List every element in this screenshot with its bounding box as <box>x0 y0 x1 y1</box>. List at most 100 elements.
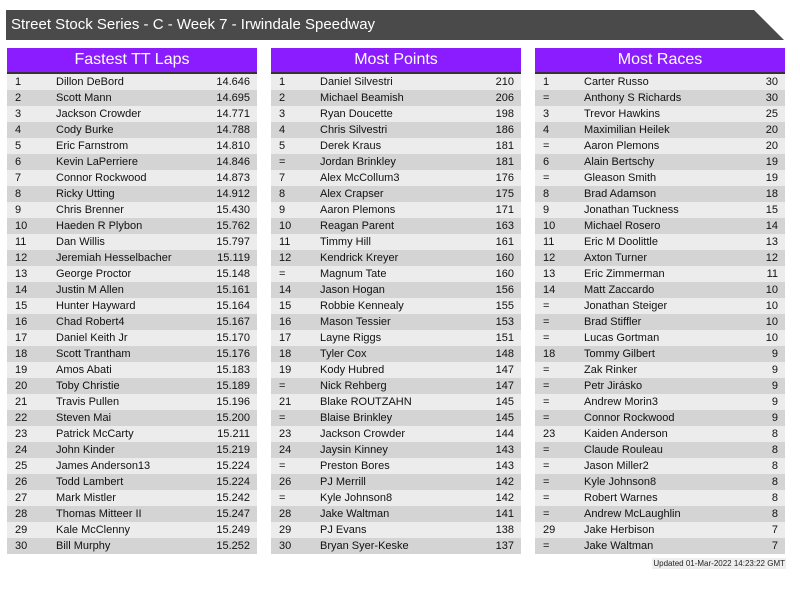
position: 26 <box>279 476 292 488</box>
value: 156 <box>495 284 514 296</box>
position: 12 <box>15 252 28 264</box>
position: 4 <box>15 124 22 136</box>
driver-name: Ryan Doucette <box>320 108 393 120</box>
driver-name: Dillon DeBord <box>56 76 124 88</box>
position: 13 <box>15 268 28 280</box>
table-row: 22 Steven Mai 15.200 <box>7 410 257 426</box>
table-row: = Aaron Plemons 20 <box>535 138 785 154</box>
value: 9 <box>771 364 778 376</box>
driver-name: Haeden R Plybon <box>56 220 143 232</box>
driver-name: Eric Zimmerman <box>584 268 665 280</box>
position: 23 <box>279 428 292 440</box>
position: 9 <box>543 204 550 216</box>
driver-name: Justin M Allen <box>56 284 124 296</box>
position: 12 <box>279 252 292 264</box>
position: 15 <box>279 300 292 312</box>
driver-name: Jonathan Steiger <box>584 300 668 312</box>
driver-name: Blaise Brinkley <box>320 412 393 424</box>
position: 8 <box>15 188 22 200</box>
driver-name: Timmy Hill <box>320 236 371 248</box>
table-row: = Nick Rehberg 147 <box>271 378 521 394</box>
value: 15.164 <box>216 300 250 312</box>
value: 160 <box>495 252 514 264</box>
driver-name: Michael Rosero <box>584 220 661 232</box>
value: 14.788 <box>216 124 250 136</box>
position: 14 <box>279 284 292 296</box>
value: 10 <box>765 316 778 328</box>
driver-name: Brad Stiffler <box>584 316 642 328</box>
position: 17 <box>279 332 292 344</box>
driver-name: Kyle Johnson8 <box>320 492 393 504</box>
table-row: 15 Hunter Hayward 15.164 <box>7 298 257 314</box>
position: 16 <box>15 316 28 328</box>
position: = <box>543 460 550 472</box>
value: 151 <box>495 332 514 344</box>
table-row: 5 Eric Farnstrom 14.810 <box>7 138 257 154</box>
value: 20 <box>765 140 778 152</box>
position: 10 <box>15 220 28 232</box>
value: 30 <box>765 92 778 104</box>
position: = <box>543 140 550 152</box>
table-row: 25 James Anderson13 15.224 <box>7 458 257 474</box>
position: 4 <box>543 124 550 136</box>
position: 11 <box>543 236 555 248</box>
position: 28 <box>279 508 292 520</box>
position: 3 <box>279 108 286 120</box>
position: 1 <box>279 76 286 88</box>
position: 30 <box>15 540 28 552</box>
value: 142 <box>495 476 514 488</box>
position: = <box>543 316 550 328</box>
value: 18 <box>765 188 778 200</box>
position: 11 <box>15 236 27 248</box>
value: 14.810 <box>216 140 250 152</box>
driver-name: Jake Herbison <box>584 524 655 536</box>
table-header: Most Races <box>535 48 785 74</box>
driver-name: Aaron Plemons <box>320 204 396 216</box>
value: 8 <box>771 460 778 472</box>
value: 30 <box>765 76 778 88</box>
value: 14.771 <box>216 108 250 120</box>
value: 145 <box>495 412 514 424</box>
driver-name: Jonathan Tuckness <box>584 204 679 216</box>
position: 24 <box>15 444 28 456</box>
page-title: Street Stock Series - C - Week 7 - Irwin… <box>6 10 784 40</box>
driver-name: Toby Christie <box>56 380 120 392</box>
driver-name: Zak Rinker <box>584 364 638 376</box>
driver-name: Matt Zaccardo <box>584 284 655 296</box>
value: 14 <box>765 220 778 232</box>
most-races-table: Most Races 1 Carter Russo 30 = Anthony S Ric… <box>535 48 785 554</box>
driver-name: Gleason Smith <box>584 172 657 184</box>
driver-name: Kale McClenny <box>56 524 130 536</box>
table-row: = Jason Miller2 8 <box>535 458 785 474</box>
table-row: 4 Cody Burke 14.788 <box>7 122 257 138</box>
value: 9 <box>771 348 778 360</box>
table-row: 17 Layne Riggs 151 <box>271 330 521 346</box>
value: 15.249 <box>216 524 250 536</box>
value: 176 <box>495 172 514 184</box>
position: 22 <box>15 412 28 424</box>
driver-name: Tommy Gilbert <box>584 348 655 360</box>
value: 19 <box>765 172 778 184</box>
value: 143 <box>495 460 514 472</box>
position: 10 <box>279 220 292 232</box>
value: 7 <box>771 540 778 552</box>
position: 17 <box>15 332 28 344</box>
driver-name: Jake Waltman <box>320 508 390 520</box>
value: 15.797 <box>216 236 250 248</box>
table-row: = Zak Rinker 9 <box>535 362 785 378</box>
value: 8 <box>771 428 778 440</box>
table-row: 17 Daniel Keith Jr 15.170 <box>7 330 257 346</box>
position: = <box>543 444 550 456</box>
driver-name: Layne Riggs <box>320 332 382 344</box>
table-row: 4 Maximilian Heilek 20 <box>535 122 785 138</box>
position: 20 <box>15 380 28 392</box>
table-row: 3 Ryan Doucette 198 <box>271 106 521 122</box>
table-row: = Andrew McLaughlin 8 <box>535 506 785 522</box>
driver-name: Bill Murphy <box>56 540 111 552</box>
table-row: 1 Carter Russo 30 <box>535 74 785 90</box>
table-row: = Preston Bores 143 <box>271 458 521 474</box>
driver-name: Lucas Gortman <box>584 332 660 344</box>
table-row: 1 Dillon DeBord 14.646 <box>7 74 257 90</box>
table-row: 14 Jason Hogan 156 <box>271 282 521 298</box>
table-row: 8 Ricky Utting 14.912 <box>7 186 257 202</box>
